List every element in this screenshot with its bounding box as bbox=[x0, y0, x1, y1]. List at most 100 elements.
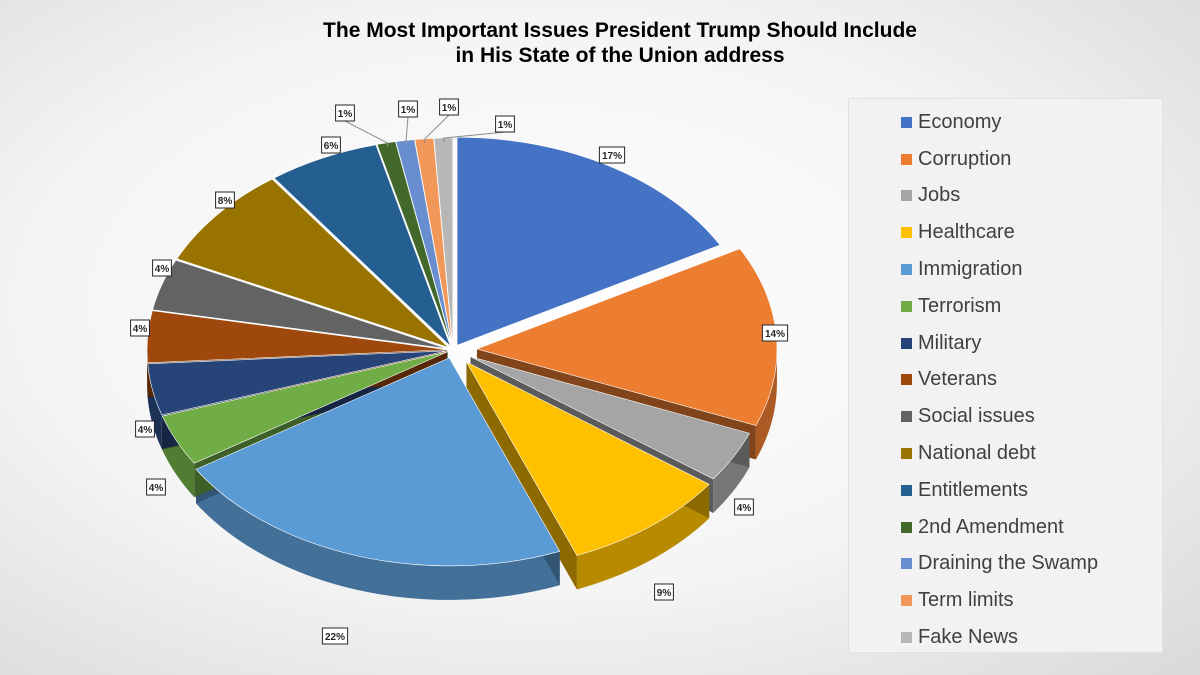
legend-label-2nd-amendment: 2nd Amendment bbox=[918, 515, 1064, 538]
pie-slice-healthcare bbox=[465, 361, 710, 556]
legend-item-draining-the-swamp: Draining the Swamp bbox=[849, 546, 1162, 583]
chart-title: The Most Important Issues President Trum… bbox=[0, 18, 1200, 68]
legend-label-draining-the-swamp: Draining the Swamp bbox=[918, 552, 1099, 575]
pie-slice-jobs bbox=[470, 356, 750, 480]
legend-label-immigration: Immigration bbox=[918, 258, 1023, 281]
pie-leader-lines bbox=[344, 114, 506, 148]
data-label-text-veterans: 4% bbox=[133, 324, 148, 335]
data-label-box-fake-news bbox=[495, 115, 515, 133]
legend-item-economy: Economy bbox=[849, 104, 1162, 141]
data-label-box-economy bbox=[598, 146, 626, 164]
data-label-text-national-debt: 8% bbox=[218, 196, 233, 207]
legend-item-2nd-amendment: 2nd Amendment bbox=[849, 509, 1162, 546]
data-label-box-military bbox=[135, 420, 155, 438]
leader-line-fake-news bbox=[443, 131, 506, 143]
legend-item-jobs: Jobs bbox=[849, 178, 1162, 215]
data-label-text-entitlements: 6% bbox=[324, 141, 339, 152]
legend-swatch-corruption bbox=[901, 153, 912, 165]
data-label-2nd-amendment: 1% bbox=[335, 104, 355, 122]
data-label-terrorism: 4% bbox=[146, 478, 166, 496]
legend-item-term-limits: Term limits bbox=[849, 582, 1162, 619]
pie-data-labels: 17% 14% 4% 9% 22% 4% 4% 4% 4% 8% 6% 1% 1% 1% 1% bbox=[130, 98, 789, 645]
pie-slice-2nd-amendment bbox=[376, 141, 452, 347]
legend-swatch-veterans bbox=[901, 374, 912, 386]
legend-item-veterans: Veterans bbox=[849, 362, 1162, 399]
data-label-fake-news: 1% bbox=[495, 115, 515, 133]
legend-label-corruption: Corruption bbox=[918, 147, 1012, 170]
data-label-text-healthcare: 9% bbox=[657, 588, 672, 599]
legend-swatch-social-issues bbox=[901, 411, 912, 423]
chart-title-line-2: in His State of the Union address bbox=[455, 44, 785, 67]
legend-item-entitlements: Entitlements bbox=[849, 472, 1162, 509]
pie-slice-term-limits bbox=[414, 137, 453, 346]
legend-swatch-healthcare bbox=[901, 227, 912, 239]
data-label-box-terrorism bbox=[146, 478, 166, 496]
data-label-text-military: 4% bbox=[138, 425, 153, 436]
legend-item-corruption: Corruption bbox=[849, 141, 1162, 178]
pie-slice-immigration bbox=[195, 357, 561, 567]
legend-item-terrorism: Terrorism bbox=[849, 288, 1162, 325]
legend-swatch-terrorism bbox=[901, 300, 912, 312]
legend-label-jobs: Jobs bbox=[918, 184, 961, 207]
pie-side-immigration bbox=[195, 469, 560, 600]
legend-swatch-military bbox=[901, 337, 912, 349]
data-label-entitlements: 6% bbox=[321, 136, 341, 154]
pie-slice-terrorism bbox=[161, 351, 448, 464]
legend-label-veterans: Veterans bbox=[918, 368, 997, 391]
data-label-box-veterans bbox=[130, 319, 150, 337]
data-label-text-term-limits: 1% bbox=[442, 103, 457, 114]
data-label-national-debt: 8% bbox=[215, 191, 235, 209]
data-label-box-social-issues bbox=[152, 259, 172, 277]
pie-slice-veterans bbox=[146, 310, 448, 364]
legend-swatch-entitlements bbox=[901, 484, 912, 496]
pie-tops bbox=[146, 136, 778, 567]
data-label-box-term-limits bbox=[439, 98, 459, 116]
legend-item-healthcare: Healthcare bbox=[849, 214, 1162, 251]
legend-swatch-economy bbox=[901, 116, 912, 128]
pie-slice-social-issues bbox=[152, 259, 448, 350]
pie-slice-entitlements bbox=[273, 144, 451, 347]
data-label-box-2nd-amendment bbox=[335, 104, 355, 122]
legend-item-fake-news: Fake News bbox=[849, 619, 1162, 656]
legend-item-social-issues: Social issues bbox=[849, 398, 1162, 435]
data-label-box-draining-the-swamp bbox=[398, 100, 418, 118]
data-label-economy: 17% bbox=[598, 146, 626, 164]
data-label-corruption: 14% bbox=[761, 324, 789, 342]
data-label-draining-the-swamp: 1% bbox=[398, 100, 418, 118]
data-label-box-entitlements bbox=[321, 136, 341, 154]
legend-label-national-debt: National debt bbox=[918, 442, 1036, 465]
data-label-healthcare: 9% bbox=[654, 583, 674, 601]
data-label-text-fake-news: 1% bbox=[498, 120, 513, 131]
data-label-text-immigration: 22% bbox=[325, 632, 345, 643]
legend-swatch-2nd-amendment bbox=[901, 521, 912, 533]
leader-line-2nd-amendment bbox=[344, 120, 389, 148]
leader-line-term-limits bbox=[424, 114, 450, 143]
data-label-box-national-debt bbox=[215, 191, 235, 209]
legend-item-national-debt: National debt bbox=[849, 435, 1162, 472]
data-label-term-limits: 1% bbox=[439, 98, 459, 116]
legend-swatch-immigration bbox=[901, 264, 912, 276]
legend-label-healthcare: Healthcare bbox=[918, 221, 1015, 244]
legend-label-terrorism: Terrorism bbox=[918, 294, 1002, 317]
data-label-text-terrorism: 4% bbox=[149, 483, 164, 494]
legend-label-term-limits: Term limits bbox=[918, 589, 1014, 612]
legend-swatch-draining-the-swamp bbox=[901, 558, 912, 570]
pie-slice-military bbox=[147, 350, 448, 416]
data-label-military: 4% bbox=[135, 420, 155, 438]
pie-slice-economy bbox=[456, 136, 721, 346]
data-label-text-economy: 17% bbox=[602, 151, 622, 162]
legend-label-entitlements: Entitlements bbox=[918, 478, 1029, 501]
pie-side-healthcare bbox=[576, 484, 710, 590]
leader-line-draining-the-swamp bbox=[405, 116, 409, 145]
data-label-text-2nd-amendment: 1% bbox=[338, 109, 353, 120]
legend-label-social-issues: Social issues bbox=[918, 405, 1035, 428]
data-label-box-jobs bbox=[734, 498, 754, 516]
legend-item-immigration: Immigration bbox=[849, 251, 1162, 288]
legend: Economy Corruption Jobs Healthcare Immigrati… bbox=[848, 98, 1163, 653]
data-label-text-corruption: 14% bbox=[765, 329, 785, 340]
data-label-box-corruption bbox=[761, 324, 789, 342]
legend-label-fake-news: Fake News bbox=[918, 626, 1019, 649]
chart-title-line-1: The Most Important Issues President Trum… bbox=[323, 19, 917, 42]
legend-swatch-jobs bbox=[901, 190, 912, 202]
pie-slice-national-debt bbox=[176, 178, 449, 348]
